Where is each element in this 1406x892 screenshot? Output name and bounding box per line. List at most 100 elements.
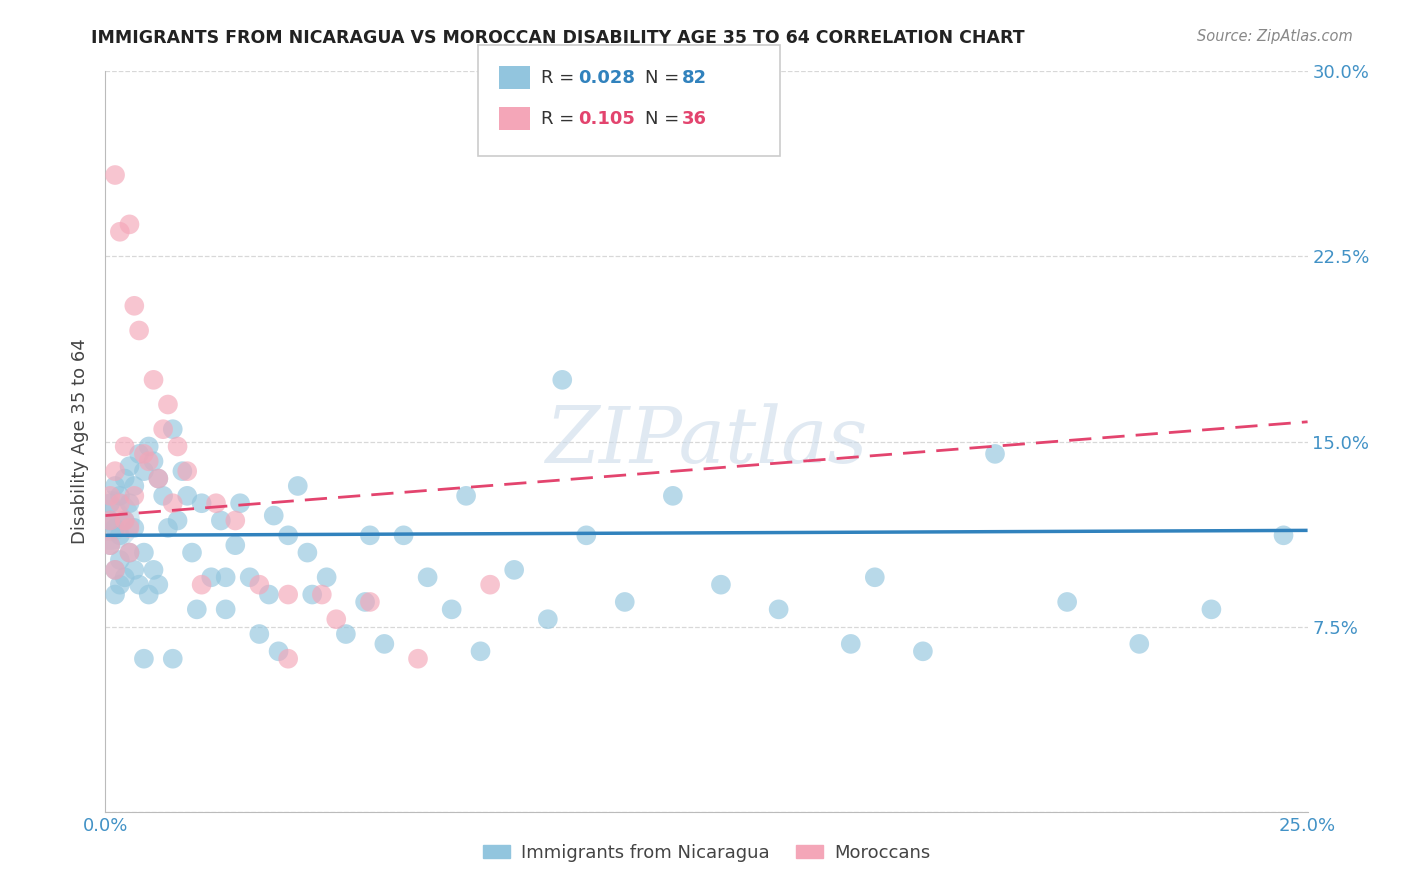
Point (98, 489, 121, 503)
Point (190, 577, 212, 591)
Point (148, 471, 170, 485)
Point (162, 496, 184, 510)
Point (118, 496, 141, 510)
Point (138, 454, 160, 468)
Point (224, 514, 246, 528)
Point (181, 546, 204, 560)
Point (104, 464, 127, 478)
Point (911, 644, 934, 658)
Point (114, 471, 136, 485)
Point (124, 563, 146, 577)
Point (166, 514, 188, 528)
Point (172, 464, 194, 478)
Point (104, 588, 127, 602)
Point (503, 563, 526, 577)
Point (128, 447, 150, 461)
Point (287, 479, 309, 493)
Point (152, 422, 174, 436)
Point (138, 440, 160, 454)
Point (710, 577, 733, 591)
Point (142, 454, 165, 468)
Point (124, 521, 146, 535)
Point (373, 637, 395, 651)
Point (108, 496, 131, 510)
Point (575, 528, 598, 542)
Text: 36: 36 (682, 110, 707, 128)
Point (98, 538, 121, 552)
Point (354, 595, 377, 609)
Point (108, 577, 131, 591)
Point (98, 514, 121, 528)
Point (142, 563, 165, 577)
Point (98, 496, 121, 510)
Text: 0.105: 0.105 (578, 110, 634, 128)
Point (142, 373, 165, 387)
Point (108, 489, 131, 503)
Point (239, 570, 262, 584)
Point (118, 218, 141, 232)
Legend: Immigrants from Nicaragua, Moroccans: Immigrants from Nicaragua, Moroccans (475, 837, 938, 870)
Point (1128, 637, 1150, 651)
Point (335, 627, 357, 641)
Point (162, 422, 184, 436)
Point (359, 595, 381, 609)
Point (104, 563, 127, 577)
Point (479, 577, 502, 591)
Point (247, 627, 270, 641)
Point (104, 168, 127, 182)
Point (114, 514, 136, 528)
Point (124, 299, 146, 313)
Point (277, 651, 299, 665)
Point (132, 651, 155, 665)
Point (406, 651, 429, 665)
Text: R =: R = (541, 69, 581, 87)
Point (214, 602, 236, 616)
Point (124, 479, 146, 493)
Point (551, 373, 574, 387)
Point (156, 521, 179, 535)
Point (98, 514, 121, 528)
Text: N =: N = (645, 69, 685, 87)
Point (984, 447, 1007, 461)
Point (162, 651, 184, 665)
Point (1272, 528, 1295, 542)
Point (440, 602, 463, 616)
Point (325, 612, 347, 626)
Point (118, 459, 141, 474)
Point (118, 546, 141, 560)
Point (98, 514, 121, 528)
Point (267, 644, 290, 658)
Point (108, 553, 131, 567)
Text: IMMIGRANTS FROM NICARAGUA VS MOROCCAN DISABILITY AGE 35 TO 64 CORRELATION CHART: IMMIGRANTS FROM NICARAGUA VS MOROCCAN DI… (91, 29, 1025, 46)
Point (186, 602, 208, 616)
Point (209, 514, 232, 528)
Point (108, 528, 131, 542)
Point (768, 602, 790, 616)
Point (205, 496, 228, 510)
Point (613, 595, 636, 609)
Point (124, 489, 146, 503)
Point (132, 464, 155, 478)
Text: Source: ZipAtlas.com: Source: ZipAtlas.com (1197, 29, 1353, 44)
Point (359, 528, 381, 542)
Y-axis label: Disability Age 35 to 64: Disability Age 35 to 64 (70, 339, 89, 544)
Point (114, 570, 136, 584)
Point (104, 521, 127, 535)
Point (152, 489, 174, 503)
Point (148, 471, 170, 485)
Point (224, 538, 246, 552)
Point (315, 570, 337, 584)
Text: 82: 82 (682, 69, 707, 87)
Point (104, 479, 127, 493)
Point (190, 496, 212, 510)
Point (148, 577, 170, 591)
Point (98, 514, 121, 528)
Point (108, 225, 131, 239)
Point (176, 489, 198, 503)
Point (416, 570, 439, 584)
Point (839, 637, 862, 651)
Point (470, 644, 492, 658)
Point (301, 588, 323, 602)
Point (200, 570, 222, 584)
Text: R =: R = (541, 110, 581, 128)
